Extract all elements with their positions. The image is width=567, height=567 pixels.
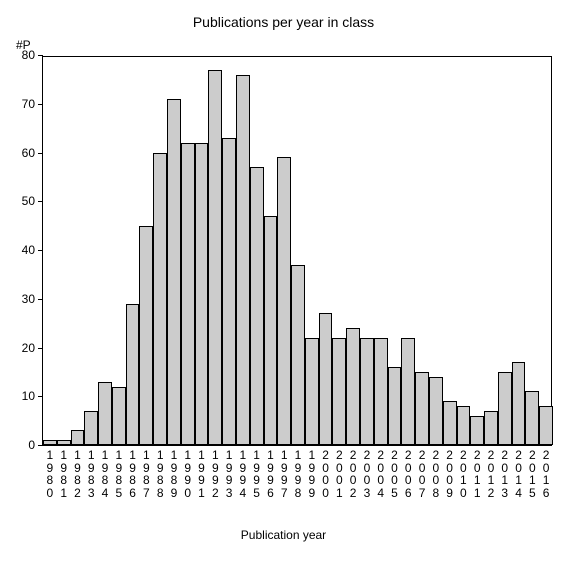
x-axis-title: Publication year	[0, 528, 567, 542]
x-tick-label: 2003	[360, 445, 374, 499]
y-tick-label: 10	[22, 389, 43, 403]
x-tick-label: 1987	[139, 445, 153, 499]
x-tick-label: 2005	[388, 445, 402, 499]
bar	[525, 391, 539, 445]
x-tick-label: 1988	[153, 445, 167, 499]
x-tick-label: 2002	[346, 445, 360, 499]
x-tick-label: 2008	[429, 445, 443, 499]
bar	[98, 382, 112, 445]
x-tick-label: 1989	[167, 445, 181, 499]
x-tick-label: 1991	[195, 445, 209, 499]
bar	[539, 406, 553, 445]
bar	[346, 328, 360, 445]
bar	[250, 167, 264, 445]
x-tick-label: 2010	[457, 445, 471, 499]
x-tick-label: 2004	[374, 445, 388, 499]
y-tick-label: 50	[22, 194, 43, 208]
bar	[84, 411, 98, 445]
bar	[291, 265, 305, 445]
bar	[236, 75, 250, 446]
bar	[126, 304, 140, 445]
x-tick-label: 1997	[277, 445, 291, 499]
bar	[277, 157, 291, 445]
bar	[264, 216, 278, 445]
bar	[388, 367, 402, 445]
y-tick-label: 20	[22, 341, 43, 355]
bar	[415, 372, 429, 445]
x-tick-label: 2009	[443, 445, 457, 499]
x-tick-label: 1992	[208, 445, 222, 499]
x-tick-label: 1980	[43, 445, 57, 499]
bar	[71, 430, 85, 445]
x-tick-label: 2000	[319, 445, 333, 499]
x-tick-label: 1998	[291, 445, 305, 499]
bar	[457, 406, 471, 445]
x-tick-label: 1993	[222, 445, 236, 499]
x-tick-label: 1995	[250, 445, 264, 499]
x-tick-label: 1990	[181, 445, 195, 499]
y-tick-label: 40	[22, 243, 43, 257]
bar	[360, 338, 374, 445]
y-tick-label: 60	[22, 146, 43, 160]
bar	[512, 362, 526, 445]
bar	[443, 401, 457, 445]
bar	[319, 313, 333, 445]
x-tick-label: 2015	[525, 445, 539, 499]
x-tick-label: 1994	[236, 445, 250, 499]
bar	[332, 338, 346, 445]
bar	[374, 338, 388, 445]
x-tick-label: 1984	[98, 445, 112, 499]
bar	[208, 70, 222, 445]
bar	[153, 153, 167, 446]
x-tick-label: 1985	[112, 445, 126, 499]
x-tick-label: 2014	[512, 445, 526, 499]
x-tick-label: 2007	[415, 445, 429, 499]
y-tick-label: 70	[22, 97, 43, 111]
x-tick-label: 1999	[305, 445, 319, 499]
y-tick-label: 0	[28, 438, 43, 452]
chart-title: Publications per year in class	[0, 14, 567, 30]
x-tick-label: 2001	[332, 445, 346, 499]
chart-container: Publications per year in class #P 010203…	[0, 0, 567, 567]
bar	[484, 411, 498, 445]
y-tick-label: 80	[22, 48, 43, 62]
bar	[222, 138, 236, 445]
x-tick-label: 1983	[84, 445, 98, 499]
bar	[498, 372, 512, 445]
x-tick-label: 2013	[498, 445, 512, 499]
bar	[401, 338, 415, 445]
x-tick-label: 2011	[470, 445, 484, 499]
bar	[195, 143, 209, 445]
bar	[470, 416, 484, 445]
bar	[167, 99, 181, 445]
bar	[112, 387, 126, 446]
bar	[429, 377, 443, 445]
bar	[139, 226, 153, 445]
y-tick-label: 30	[22, 292, 43, 306]
x-tick-label: 2016	[539, 445, 553, 499]
x-tick-label: 1996	[264, 445, 278, 499]
plot-area: 0102030405060708019801981198219831984198…	[42, 56, 552, 446]
x-tick-label: 1981	[57, 445, 71, 499]
x-tick-label: 1982	[71, 445, 85, 499]
bar	[305, 338, 319, 445]
x-tick-label: 2006	[401, 445, 415, 499]
x-tick-label: 1986	[126, 445, 140, 499]
x-tick-label: 2012	[484, 445, 498, 499]
bar	[181, 143, 195, 445]
